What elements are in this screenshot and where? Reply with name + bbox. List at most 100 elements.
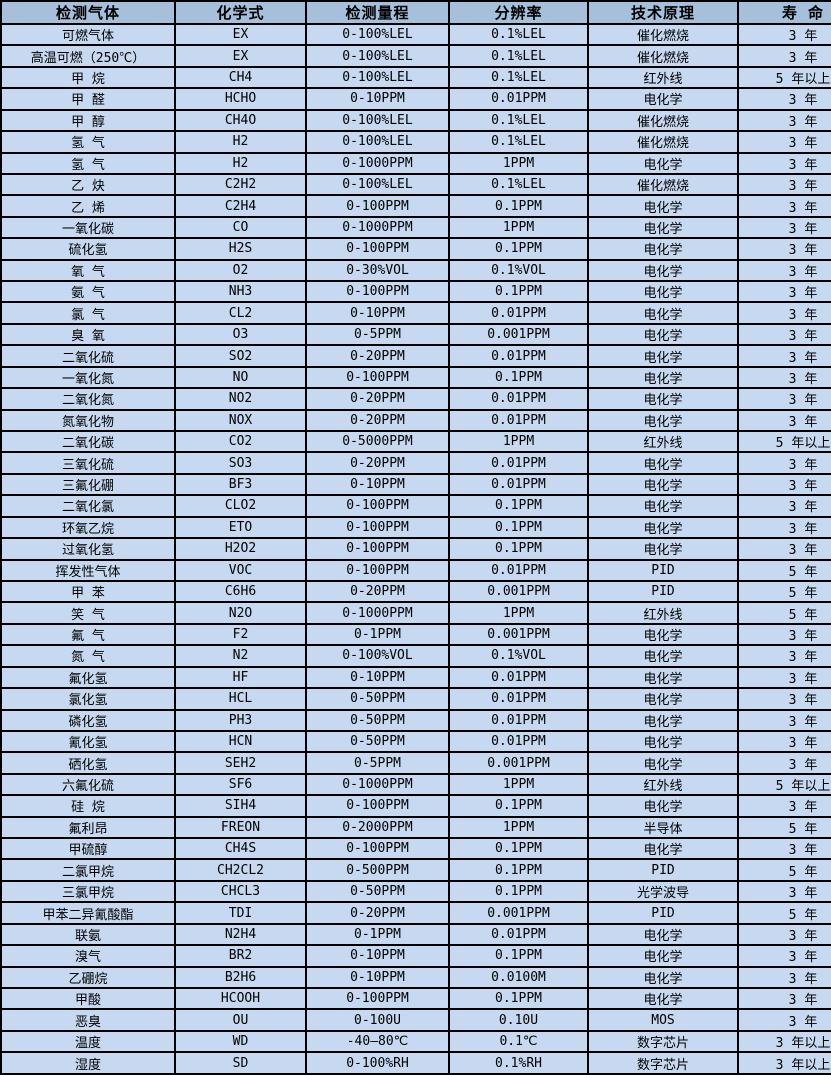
cell-principle: 电化学 <box>587 837 739 861</box>
cell-gas_name: 硅 烷 <box>0 794 176 818</box>
table-row: 氰化氢 HCN 0-50PPM 0.01PPM 电化学 3 年 <box>0 729 831 754</box>
cell-gas_name: 氯化氢 <box>0 687 176 711</box>
cell-formula: BF3 <box>174 472 307 497</box>
cell-gas_name: 笑 气 <box>0 601 176 625</box>
table-row: 联氨 N2H4 0-1PPM 0.01PPM 电化学 3 年 <box>0 922 831 947</box>
table-row: 氟 气 F2 0-1PPM 0.001PPM 电化学 3 年 <box>0 622 831 647</box>
cell-range: 0-100PPM <box>305 537 450 561</box>
table-row: 甲酸 HCOOH 0-100PPM 0.1PPM 电化学 3 年 <box>0 986 831 1011</box>
cell-lifespan: 3 年 <box>737 472 831 497</box>
cell-principle: 催化燃烧 <box>587 44 739 68</box>
cell-principle: 电化学 <box>587 387 739 411</box>
cell-resolution: 1PPM <box>448 815 589 840</box>
cell-gas_name: 氟利昂 <box>0 815 176 840</box>
cell-gas_name: 硫化氢 <box>0 237 176 261</box>
cell-principle: 电化学 <box>587 87 739 111</box>
cell-gas_name: 二氧化氮 <box>0 387 176 411</box>
cell-resolution: 0.1PPM <box>448 794 589 818</box>
cell-resolution: 0.1%LEL <box>448 65 589 90</box>
cell-gas_name: 二氧化氯 <box>0 494 176 518</box>
cell-principle: 电化学 <box>587 986 739 1011</box>
cell-gas_name: 恶臭 <box>0 1008 176 1032</box>
cell-lifespan: 3 年 <box>737 665 831 690</box>
cell-principle: 电化学 <box>587 665 739 690</box>
cell-principle: PID <box>587 579 739 604</box>
cell-formula: HF <box>174 665 307 690</box>
table-row: 挥发性气体 VOC 0-100PPM 0.01PPM PID 5 年 <box>0 558 831 582</box>
table-row: 甲硫醇 CH4S 0-100PPM 0.1PPM 电化学 3 年 <box>0 837 831 861</box>
table-row: 乙 烯 C2H4 0-100PPM 0.1PPM 电化学 3 年 <box>0 194 831 218</box>
table-row: 溴气 BR2 0-10PPM 0.1PPM 电化学 3 年 <box>0 944 831 968</box>
cell-formula: EX <box>174 22 307 47</box>
cell-principle: 电化学 <box>587 944 739 968</box>
cell-range: 0-10PPM <box>305 301 450 325</box>
cell-gas_name: 可燃气体 <box>0 22 176 47</box>
cell-formula: NOX <box>174 408 307 433</box>
table-row: 乙硼烷 B2H6 0-10PPM 0.0100M 电化学 3 年 <box>0 965 831 990</box>
cell-range: 0-1000PPM <box>305 772 450 797</box>
cell-lifespan: 3 年 <box>737 172 831 197</box>
cell-range: 0-100%RH <box>305 1051 450 1075</box>
cell-resolution: 0.01PPM <box>448 558 589 582</box>
cell-lifespan: 5 年 <box>737 901 831 925</box>
cell-lifespan: 3 年 <box>737 408 831 433</box>
cell-range: 0-100PPM <box>305 194 450 218</box>
cell-principle: 电化学 <box>587 258 739 283</box>
cell-principle: 催化燃烧 <box>587 130 739 154</box>
cell-range: 0-50PPM <box>305 879 450 904</box>
cell-formula: CH4O <box>174 108 307 133</box>
cell-gas_name: 溴气 <box>0 944 176 968</box>
cell-gas_name: 二氧化碳 <box>0 429 176 454</box>
table-row: 甲 烷 CH4 0-100%LEL 0.1%LEL 红外线 5 年以上 <box>0 65 831 90</box>
cell-range: 0-100%LEL <box>305 44 450 68</box>
cell-gas_name: 过氧化氢 <box>0 537 176 561</box>
cell-resolution: 0.1%LEL <box>448 108 589 133</box>
cell-resolution: 0.1%VOL <box>448 258 589 283</box>
cell-range: 0-100PPM <box>305 280 450 304</box>
cell-formula: N2O <box>174 601 307 625</box>
cell-formula: CHCL3 <box>174 879 307 904</box>
cell-gas_name: 氯 气 <box>0 301 176 325</box>
cell-resolution: 0.1PPM <box>448 280 589 304</box>
cell-formula: H2O2 <box>174 537 307 561</box>
cell-resolution: 0.01PPM <box>448 687 589 711</box>
cell-range: 0-1000PPM <box>305 601 450 625</box>
cell-range: 0-10PPM <box>305 965 450 990</box>
cell-lifespan: 3 年 <box>737 537 831 561</box>
cell-principle: PID <box>587 558 739 582</box>
cell-gas_name: 氢 气 <box>0 130 176 154</box>
table-row: 二氧化氮 NO2 0-20PPM 0.01PPM 电化学 3 年 <box>0 387 831 411</box>
cell-gas_name: 六氟化硫 <box>0 772 176 797</box>
cell-gas_name: 高温可燃（250℃） <box>0 44 176 68</box>
cell-formula: C6H6 <box>174 579 307 604</box>
cell-principle: 数字芯片 <box>587 1029 739 1054</box>
cell-range: 0-1PPM <box>305 622 450 647</box>
cell-range: 0-20PPM <box>305 387 450 411</box>
cell-formula: BR2 <box>174 944 307 968</box>
cell-formula: ETO <box>174 515 307 540</box>
table-row: 恶臭 OU 0-100U 0.10U MOS 3 年 <box>0 1008 831 1032</box>
cell-formula: CH4 <box>174 65 307 90</box>
cell-resolution: 0.01PPM <box>448 472 589 497</box>
cell-range: 0-500PPM <box>305 858 450 882</box>
table-row: 三氯甲烷 CHCL3 0-50PPM 0.1PPM 光学波导 3 年 <box>0 879 831 904</box>
cell-lifespan: 5 年 <box>737 858 831 882</box>
cell-gas_name: 湿度 <box>0 1051 176 1075</box>
table-row: 六氟化硫 SF6 0-1000PPM 1PPM 红外线 5 年以上 <box>0 772 831 797</box>
cell-range: 0-100PPM <box>305 365 450 390</box>
cell-range: 0-30%VOL <box>305 258 450 283</box>
cell-gas_name: 乙硼烷 <box>0 965 176 990</box>
table-row: 氮氧化物 NOX 0-20PPM 0.01PPM 电化学 3 年 <box>0 408 831 433</box>
table-row: 甲苯二异氰酸酯 TDI 0-20PPM 0.001PPM PID 5 年 <box>0 901 831 925</box>
cell-gas_name: 一氧化氮 <box>0 365 176 390</box>
cell-formula: N2 <box>174 644 307 668</box>
column-header-principle: 技术原理 <box>587 0 739 25</box>
cell-gas_name: 三氧化硫 <box>0 451 176 475</box>
cell-resolution: 1PPM <box>448 601 589 625</box>
table-row: 湿度 SD 0-100%RH 0.1%RH 数字芯片 3 年以上 <box>0 1051 831 1075</box>
header-row: 检测气体 化学式 检测量程 分辨率 技术原理寿 命 <box>0 0 831 25</box>
cell-lifespan: 5 年 <box>737 815 831 840</box>
cell-principle: 催化燃烧 <box>587 22 739 47</box>
cell-resolution: 0.01PPM <box>448 301 589 325</box>
table-row: 氢 气 H2 0-1000PPM 1PPM 电化学 3 年 <box>0 151 831 175</box>
